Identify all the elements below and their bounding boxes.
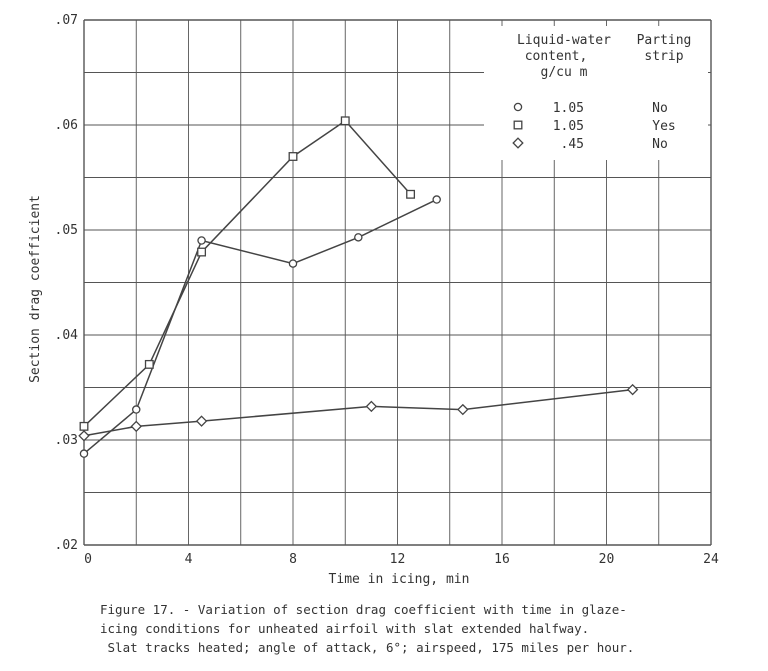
y-tick-label: .06 — [55, 118, 78, 133]
data-point-square — [288, 152, 298, 161]
x-tick-label: 16 — [494, 552, 510, 567]
legend-header-lwc-3: g/cu m — [541, 65, 588, 80]
series-lines — [83, 119, 633, 455]
data-point-square — [406, 189, 416, 199]
data-point-circle — [288, 259, 298, 268]
legend-header-lwc-2: content, — [525, 49, 588, 64]
figure-caption: Figure 17. - Variation of section drag c… — [100, 600, 740, 657]
caption-line-2: icing conditions for unheated airfoil wi… — [100, 621, 590, 636]
data-point-diamond — [457, 403, 469, 416]
data-point-square — [144, 359, 154, 369]
data-point-circle — [131, 405, 141, 414]
data-point-diamond — [78, 430, 90, 442]
legend-row1-strip: No — [652, 101, 668, 116]
legend-marker-diamond — [512, 137, 524, 149]
legend-header-lwc-1: Liquid-water — [517, 33, 611, 48]
legend-header-strip-1: Parting — [637, 33, 692, 48]
x-tick-label: 0 — [84, 552, 92, 567]
data-point-diamond — [195, 415, 208, 427]
data-point-square — [340, 116, 350, 126]
x-tick-label: 20 — [599, 552, 615, 567]
data-point-diamond — [130, 420, 142, 433]
x-tick-label: 24 — [703, 552, 719, 567]
data-point-square — [79, 421, 89, 431]
legend-row2-strip: Yes — [652, 119, 675, 134]
data-point-circle — [354, 233, 363, 242]
series-line-diamond — [83, 388, 633, 437]
y-tick-label: .04 — [55, 328, 79, 343]
legend-background — [484, 26, 708, 160]
series-line-square — [83, 119, 412, 427]
data-point-circle — [79, 449, 89, 458]
drag-coefficient-chart: 0 4 8 12 16 20 24 .02 .03 .04 .05 .06 .07 Time in ic… — [28, 13, 719, 587]
y-axis-title: Section drag coefficient — [28, 195, 43, 383]
y-tick-label: .05 — [55, 223, 78, 238]
legend-row3-lwc: .45 — [561, 137, 584, 152]
x-tick-label: 8 — [289, 552, 297, 567]
data-point-diamond — [365, 400, 378, 413]
y-tick-label: .02 — [55, 538, 78, 553]
series-line-circle — [83, 198, 438, 455]
x-tick-label: 4 — [185, 552, 193, 567]
y-tick-label: .03 — [55, 433, 78, 448]
legend-row1-lwc: 1.05 — [553, 101, 584, 116]
data-point-square — [197, 247, 207, 257]
legend-header-strip-2: strip — [644, 49, 683, 64]
tick-labels: 0 4 8 12 16 20 24 .02 .03 .04 .05 .06 .07 — [55, 13, 719, 567]
legend-marker-square — [513, 120, 523, 130]
data-point-circle — [432, 195, 441, 204]
data-point-diamond — [626, 383, 639, 396]
legend: Liquid-water content, g/cu m Parting str… — [484, 26, 708, 160]
series-markers — [78, 116, 639, 458]
legend-row3-strip: No — [652, 137, 668, 152]
data-point-circle — [197, 236, 206, 245]
y-tick-label: .07 — [55, 13, 78, 28]
legend-marker-circle — [513, 102, 523, 112]
caption-line-3: Slat tracks heated; angle of attack, 6°;… — [100, 640, 635, 655]
legend-row2-lwc: 1.05 — [553, 119, 584, 134]
legend-markers — [512, 102, 524, 149]
caption-line-1: Figure 17. - Variation of section drag c… — [100, 602, 627, 617]
x-tick-label: 12 — [390, 552, 406, 567]
x-axis-title: Time in icing, min — [329, 572, 470, 587]
